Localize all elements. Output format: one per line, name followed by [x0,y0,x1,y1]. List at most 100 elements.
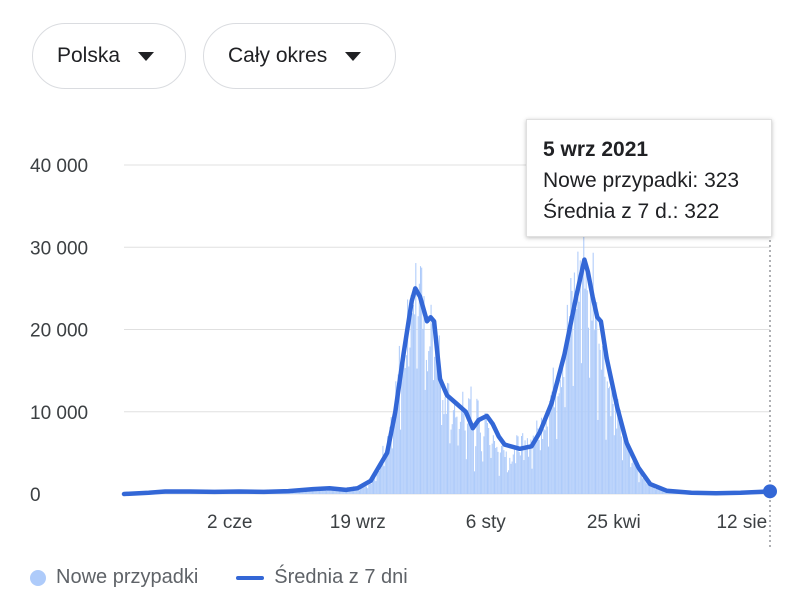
case-bar [401,360,403,494]
case-bar [455,417,457,494]
case-bar [478,418,480,494]
case-bar [311,489,313,494]
x-tick-label: 6 sty [466,512,507,533]
case-bar [512,454,514,494]
case-bar [605,439,607,494]
case-bar [518,452,520,494]
case-bar [644,479,646,494]
case-bar [526,438,528,494]
case-bar [475,446,477,494]
case-bar [361,486,363,494]
case-bar [396,387,398,494]
case-bar [436,357,438,494]
case-bar [623,438,625,494]
case-bar [506,472,508,494]
case-bar [600,369,602,494]
case-bar [533,440,535,494]
case-bar [367,488,369,494]
case-bar [499,452,501,494]
case-bar [442,400,444,494]
case-bar [636,468,638,494]
case-bar [558,393,560,494]
case-bar [470,386,472,494]
case-bar [402,365,404,494]
x-tick-label: 19 wrz [330,512,386,533]
case-bar [484,412,486,494]
case-bar [377,465,379,494]
case-bar [355,488,357,494]
case-bar [663,490,665,494]
case-bar [570,278,572,494]
case-bar [409,347,411,494]
case-bar [370,483,372,494]
case-bar [378,470,380,494]
case-bar [407,299,409,494]
tooltip-cases-label: Nowe przypadki: [543,169,699,192]
case-bar [587,327,590,494]
case-bar [472,428,474,494]
case-bar [302,490,304,494]
case-bar [578,301,580,494]
case-bar [383,466,385,494]
case-bar [634,463,636,494]
region-dropdown[interactable]: Polska [32,23,186,89]
case-bar [388,437,390,494]
case-bar [342,490,344,494]
case-bar [445,413,447,494]
case-bar [582,263,584,494]
case-bar [594,311,597,494]
case-bar [410,295,412,494]
case-bar [639,471,641,494]
case-bar [627,450,629,494]
case-bar [364,484,366,494]
case-bar [328,488,330,494]
case-bar [358,490,360,494]
case-bar [443,414,445,494]
case-bar [362,487,364,494]
case-bar [363,483,365,494]
case-bar [301,492,303,494]
case-bar [520,436,523,494]
case-bar [548,446,550,494]
case-bar [493,441,496,494]
case-bar [357,488,359,494]
case-bar [414,314,416,494]
case-bar [529,448,531,494]
case-bar [435,353,437,494]
case-bar [451,424,453,494]
case-bar [454,403,456,494]
dropdown-caret-icon [138,51,155,61]
case-bar [607,388,609,494]
case-bar [458,428,460,494]
case-bar [622,460,624,494]
case-bar [596,302,598,494]
case-bar [606,381,608,494]
case-bar [400,429,402,494]
case-bar [532,435,534,494]
case-bar [530,439,532,494]
case-bar [562,367,564,494]
case-bar [550,395,552,494]
case-bar [496,446,498,494]
case-bar [659,489,661,494]
case-bar [516,435,518,494]
case-bar [330,488,332,494]
case-bar [542,438,544,494]
case-bar [618,409,620,494]
case-bar [463,410,465,494]
case-bar [509,457,511,494]
case-bar [614,397,617,494]
case-bar [504,456,506,494]
case-bar [404,368,406,494]
case-bar [468,398,470,494]
period-dropdown[interactable]: Cały okres [203,23,396,89]
case-bar [394,418,396,494]
case-bar [617,399,619,494]
case-bar [392,425,395,494]
case-bar [421,267,423,494]
case-bar [502,444,504,494]
case-bar [538,440,540,494]
case-bar [438,335,440,494]
case-bar [563,377,565,494]
